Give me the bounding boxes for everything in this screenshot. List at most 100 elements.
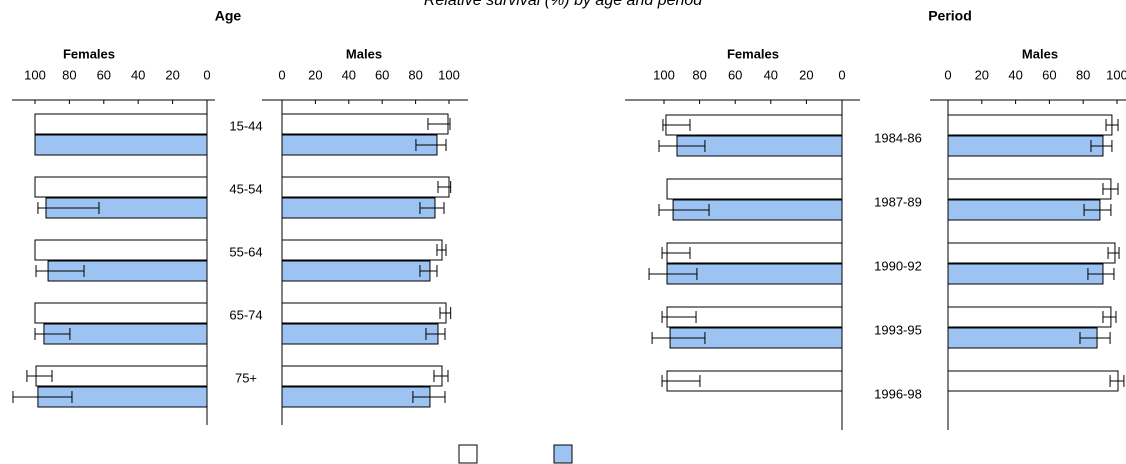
x-tick-label: 60 bbox=[1042, 67, 1056, 82]
error-bar bbox=[648, 268, 698, 280]
bar bbox=[281, 134, 438, 156]
x-tick-label: 40 bbox=[342, 67, 356, 82]
error-bar bbox=[1105, 119, 1119, 131]
panel-title: Females bbox=[63, 46, 115, 61]
error-bar bbox=[26, 370, 53, 382]
bar bbox=[281, 365, 443, 387]
bar bbox=[35, 365, 208, 387]
x-tick-label: 40 bbox=[1008, 67, 1022, 82]
category-label: 1993-95 bbox=[874, 322, 922, 337]
bar bbox=[666, 178, 843, 200]
group-header: Period bbox=[928, 8, 972, 24]
error-bar bbox=[651, 332, 706, 344]
error-bar bbox=[34, 328, 71, 340]
bar bbox=[666, 242, 843, 264]
x-tick-label: 80 bbox=[408, 67, 422, 82]
error-bar bbox=[419, 265, 438, 277]
error-bar bbox=[427, 118, 451, 130]
category-label: 1984-86 bbox=[874, 130, 922, 145]
error-bar bbox=[436, 244, 447, 256]
error-bar bbox=[661, 311, 697, 323]
bar bbox=[947, 114, 1113, 136]
x-tick-label: 0 bbox=[838, 67, 845, 82]
error-bar bbox=[433, 370, 449, 382]
bar bbox=[34, 239, 208, 261]
bar bbox=[947, 370, 1119, 392]
bar bbox=[947, 199, 1101, 221]
x-tick-label: 100 bbox=[24, 67, 46, 82]
error-bar bbox=[1090, 140, 1113, 152]
error-bar bbox=[658, 140, 706, 152]
bar bbox=[947, 242, 1116, 264]
error-bar bbox=[1109, 375, 1125, 387]
bar bbox=[281, 260, 431, 282]
bar bbox=[281, 176, 450, 198]
x-tick-label: 80 bbox=[1076, 67, 1090, 82]
bar bbox=[281, 113, 449, 135]
error-bar bbox=[1087, 268, 1115, 280]
bar bbox=[281, 386, 431, 408]
x-tick-label: 80 bbox=[692, 67, 706, 82]
x-tick-label: 80 bbox=[62, 67, 76, 82]
x-tick-label: 60 bbox=[97, 67, 111, 82]
bar bbox=[281, 197, 436, 219]
panel-title: Males bbox=[346, 46, 382, 61]
x-tick-label: 40 bbox=[764, 67, 778, 82]
error-bar bbox=[415, 139, 447, 151]
legend-swatch bbox=[553, 444, 573, 464]
category-label: 1990-92 bbox=[874, 258, 922, 273]
error-bar bbox=[1107, 247, 1120, 259]
x-tick-label: 100 bbox=[1106, 67, 1126, 82]
error-bar bbox=[35, 265, 85, 277]
error-bar bbox=[661, 375, 701, 387]
x-tick-label: 100 bbox=[653, 67, 675, 82]
bar bbox=[947, 306, 1112, 328]
panel-title: Males bbox=[1022, 46, 1058, 61]
error-bar bbox=[412, 391, 446, 403]
group-header: Age bbox=[215, 8, 242, 24]
category-label: 1987-89 bbox=[874, 194, 922, 209]
error-bar bbox=[658, 204, 710, 216]
bar bbox=[947, 178, 1112, 200]
error-bar bbox=[425, 328, 446, 340]
bar bbox=[34, 302, 208, 324]
category-label: 15-44 bbox=[229, 118, 262, 133]
category-label: 1996-98 bbox=[874, 386, 922, 401]
bar bbox=[281, 239, 443, 261]
category-label: 55-64 bbox=[229, 244, 262, 259]
x-tick-label: 40 bbox=[131, 67, 145, 82]
error-bar bbox=[439, 307, 452, 319]
bar bbox=[947, 327, 1098, 349]
error-bar bbox=[1102, 183, 1119, 195]
x-tick-label: 60 bbox=[375, 67, 389, 82]
x-tick-label: 0 bbox=[203, 67, 210, 82]
x-tick-label: 0 bbox=[944, 67, 951, 82]
error-bar bbox=[37, 202, 100, 214]
x-tick-label: 20 bbox=[799, 67, 813, 82]
bar bbox=[34, 176, 208, 198]
error-bar bbox=[662, 119, 691, 131]
bar bbox=[34, 134, 208, 156]
x-tick-label: 20 bbox=[308, 67, 322, 82]
bar bbox=[947, 135, 1104, 157]
category-label: 75+ bbox=[235, 370, 257, 385]
panel-title: Females bbox=[727, 46, 779, 61]
x-tick-label: 60 bbox=[728, 67, 742, 82]
error-bar bbox=[1083, 204, 1112, 216]
bar bbox=[947, 263, 1104, 285]
x-tick-label: 100 bbox=[438, 67, 460, 82]
x-tick-label: 20 bbox=[165, 67, 179, 82]
bar bbox=[281, 302, 447, 324]
bar bbox=[281, 323, 439, 345]
x-tick-label: 0 bbox=[278, 67, 285, 82]
category-label: 45-54 bbox=[229, 181, 262, 196]
bar bbox=[665, 114, 843, 136]
error-bar bbox=[437, 181, 452, 193]
bar bbox=[34, 113, 208, 135]
category-label: 65-74 bbox=[229, 307, 262, 322]
x-tick-label: 20 bbox=[975, 67, 989, 82]
error-bar bbox=[419, 202, 445, 214]
error-bar bbox=[1079, 332, 1111, 344]
error-bar bbox=[1102, 311, 1117, 323]
